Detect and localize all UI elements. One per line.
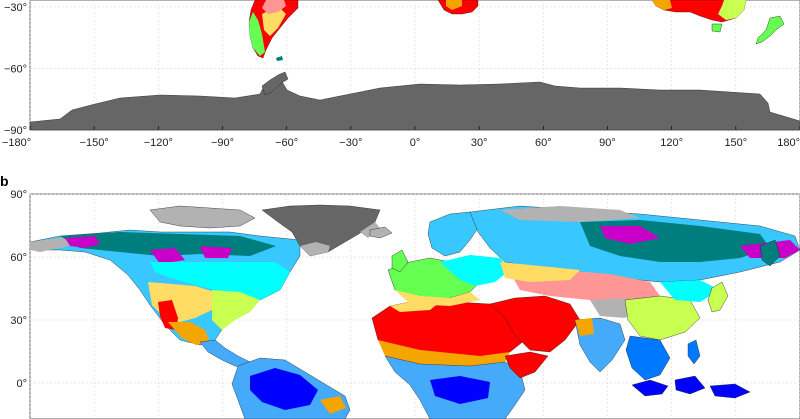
british-isles bbox=[391, 249, 409, 273]
iceland bbox=[369, 226, 393, 239]
southern-africa-tip-steppe bbox=[446, 0, 462, 10]
new-zealand bbox=[755, 15, 785, 45]
lon-tick-label: 90° bbox=[599, 137, 616, 149]
tasmania bbox=[711, 23, 723, 33]
panel-b-tick-labels: 90° 60° 30° 0° bbox=[10, 189, 27, 390]
lat-tick-label: −90° bbox=[4, 125, 27, 137]
congo-rainforest bbox=[430, 376, 490, 404]
lat-tick-label: −60° bbox=[4, 64, 27, 76]
lon-tick-label: 30° bbox=[471, 137, 488, 149]
mediterranean-subtropical bbox=[395, 290, 480, 306]
middle-east-desert bbox=[489, 295, 581, 353]
falkland-islands bbox=[276, 56, 283, 61]
lon-tick-label: 60° bbox=[535, 137, 552, 149]
lon-tick-label: −150° bbox=[80, 137, 109, 149]
japan bbox=[707, 281, 729, 313]
china-north-continental bbox=[660, 280, 720, 302]
sahel-steppe bbox=[378, 340, 510, 366]
horn-of-africa bbox=[504, 351, 549, 379]
brazil-east-steppe bbox=[320, 396, 346, 414]
south-america-tip-cold-desert bbox=[262, 0, 286, 14]
lon-tick-label: −60° bbox=[275, 137, 298, 149]
lon-tick-label: 120° bbox=[660, 137, 683, 149]
panel-b-map: b bbox=[0, 173, 800, 419]
europe-continental bbox=[440, 255, 510, 286]
australia-south-steppe bbox=[652, 0, 672, 10]
lon-tick-label: −90° bbox=[211, 137, 234, 149]
south-america-tip-oceanic bbox=[249, 12, 265, 56]
philippines bbox=[687, 339, 701, 365]
southeast-asia-monsoon bbox=[625, 335, 671, 381]
scandinavia-subarctic bbox=[427, 211, 481, 257]
lat-tick-label: 60° bbox=[10, 252, 27, 264]
australia-south-subtropical bbox=[718, 0, 746, 20]
lat-tick-label: −30° bbox=[4, 2, 27, 14]
greenland-ice-cap bbox=[261, 204, 381, 257]
lon-tick-label: −30° bbox=[339, 137, 362, 149]
india-steppe bbox=[575, 318, 594, 336]
panel-a-tick-labels: −180° −150° −120° −90° −60° −30° 0° 30° 60° 90° 12… bbox=[2, 2, 800, 149]
greenland-coast-tundra bbox=[300, 222, 380, 256]
lat-tick-label: 30° bbox=[10, 315, 27, 327]
china-subtropical bbox=[624, 295, 701, 341]
lon-tick-label: 180° bbox=[777, 137, 800, 149]
lon-tick-label: −180° bbox=[2, 137, 31, 149]
arctic-tundra bbox=[500, 206, 640, 222]
lat-tick-label: 0° bbox=[16, 378, 27, 390]
alaska-tundra bbox=[30, 237, 70, 252]
mexico-steppe bbox=[168, 322, 210, 345]
arctic-archipelago bbox=[149, 205, 256, 229]
amazon-rainforest bbox=[250, 368, 318, 410]
lon-tick-label: 0° bbox=[410, 137, 421, 149]
siberia-dry-continental bbox=[600, 226, 800, 258]
lat-tick-label: 90° bbox=[10, 189, 27, 201]
lon-tick-label: 150° bbox=[724, 137, 747, 149]
central-asia-steppe bbox=[500, 262, 580, 282]
north-america-continental bbox=[150, 262, 290, 300]
panel-a-map: −180° −150° −120° −90° −60° −30° 0° 30° 60° 90° 12… bbox=[2, 0, 800, 149]
canada-dry-continental bbox=[65, 236, 232, 264]
panel-b-label: b bbox=[0, 173, 9, 189]
kamchatka bbox=[759, 239, 781, 267]
usa-subtropical bbox=[212, 290, 260, 330]
indonesia-rainforest bbox=[631, 375, 751, 399]
lon-tick-label: −120° bbox=[144, 137, 173, 149]
antarctica-ice-cap bbox=[29, 77, 800, 131]
antarctic-peninsula bbox=[261, 71, 289, 96]
